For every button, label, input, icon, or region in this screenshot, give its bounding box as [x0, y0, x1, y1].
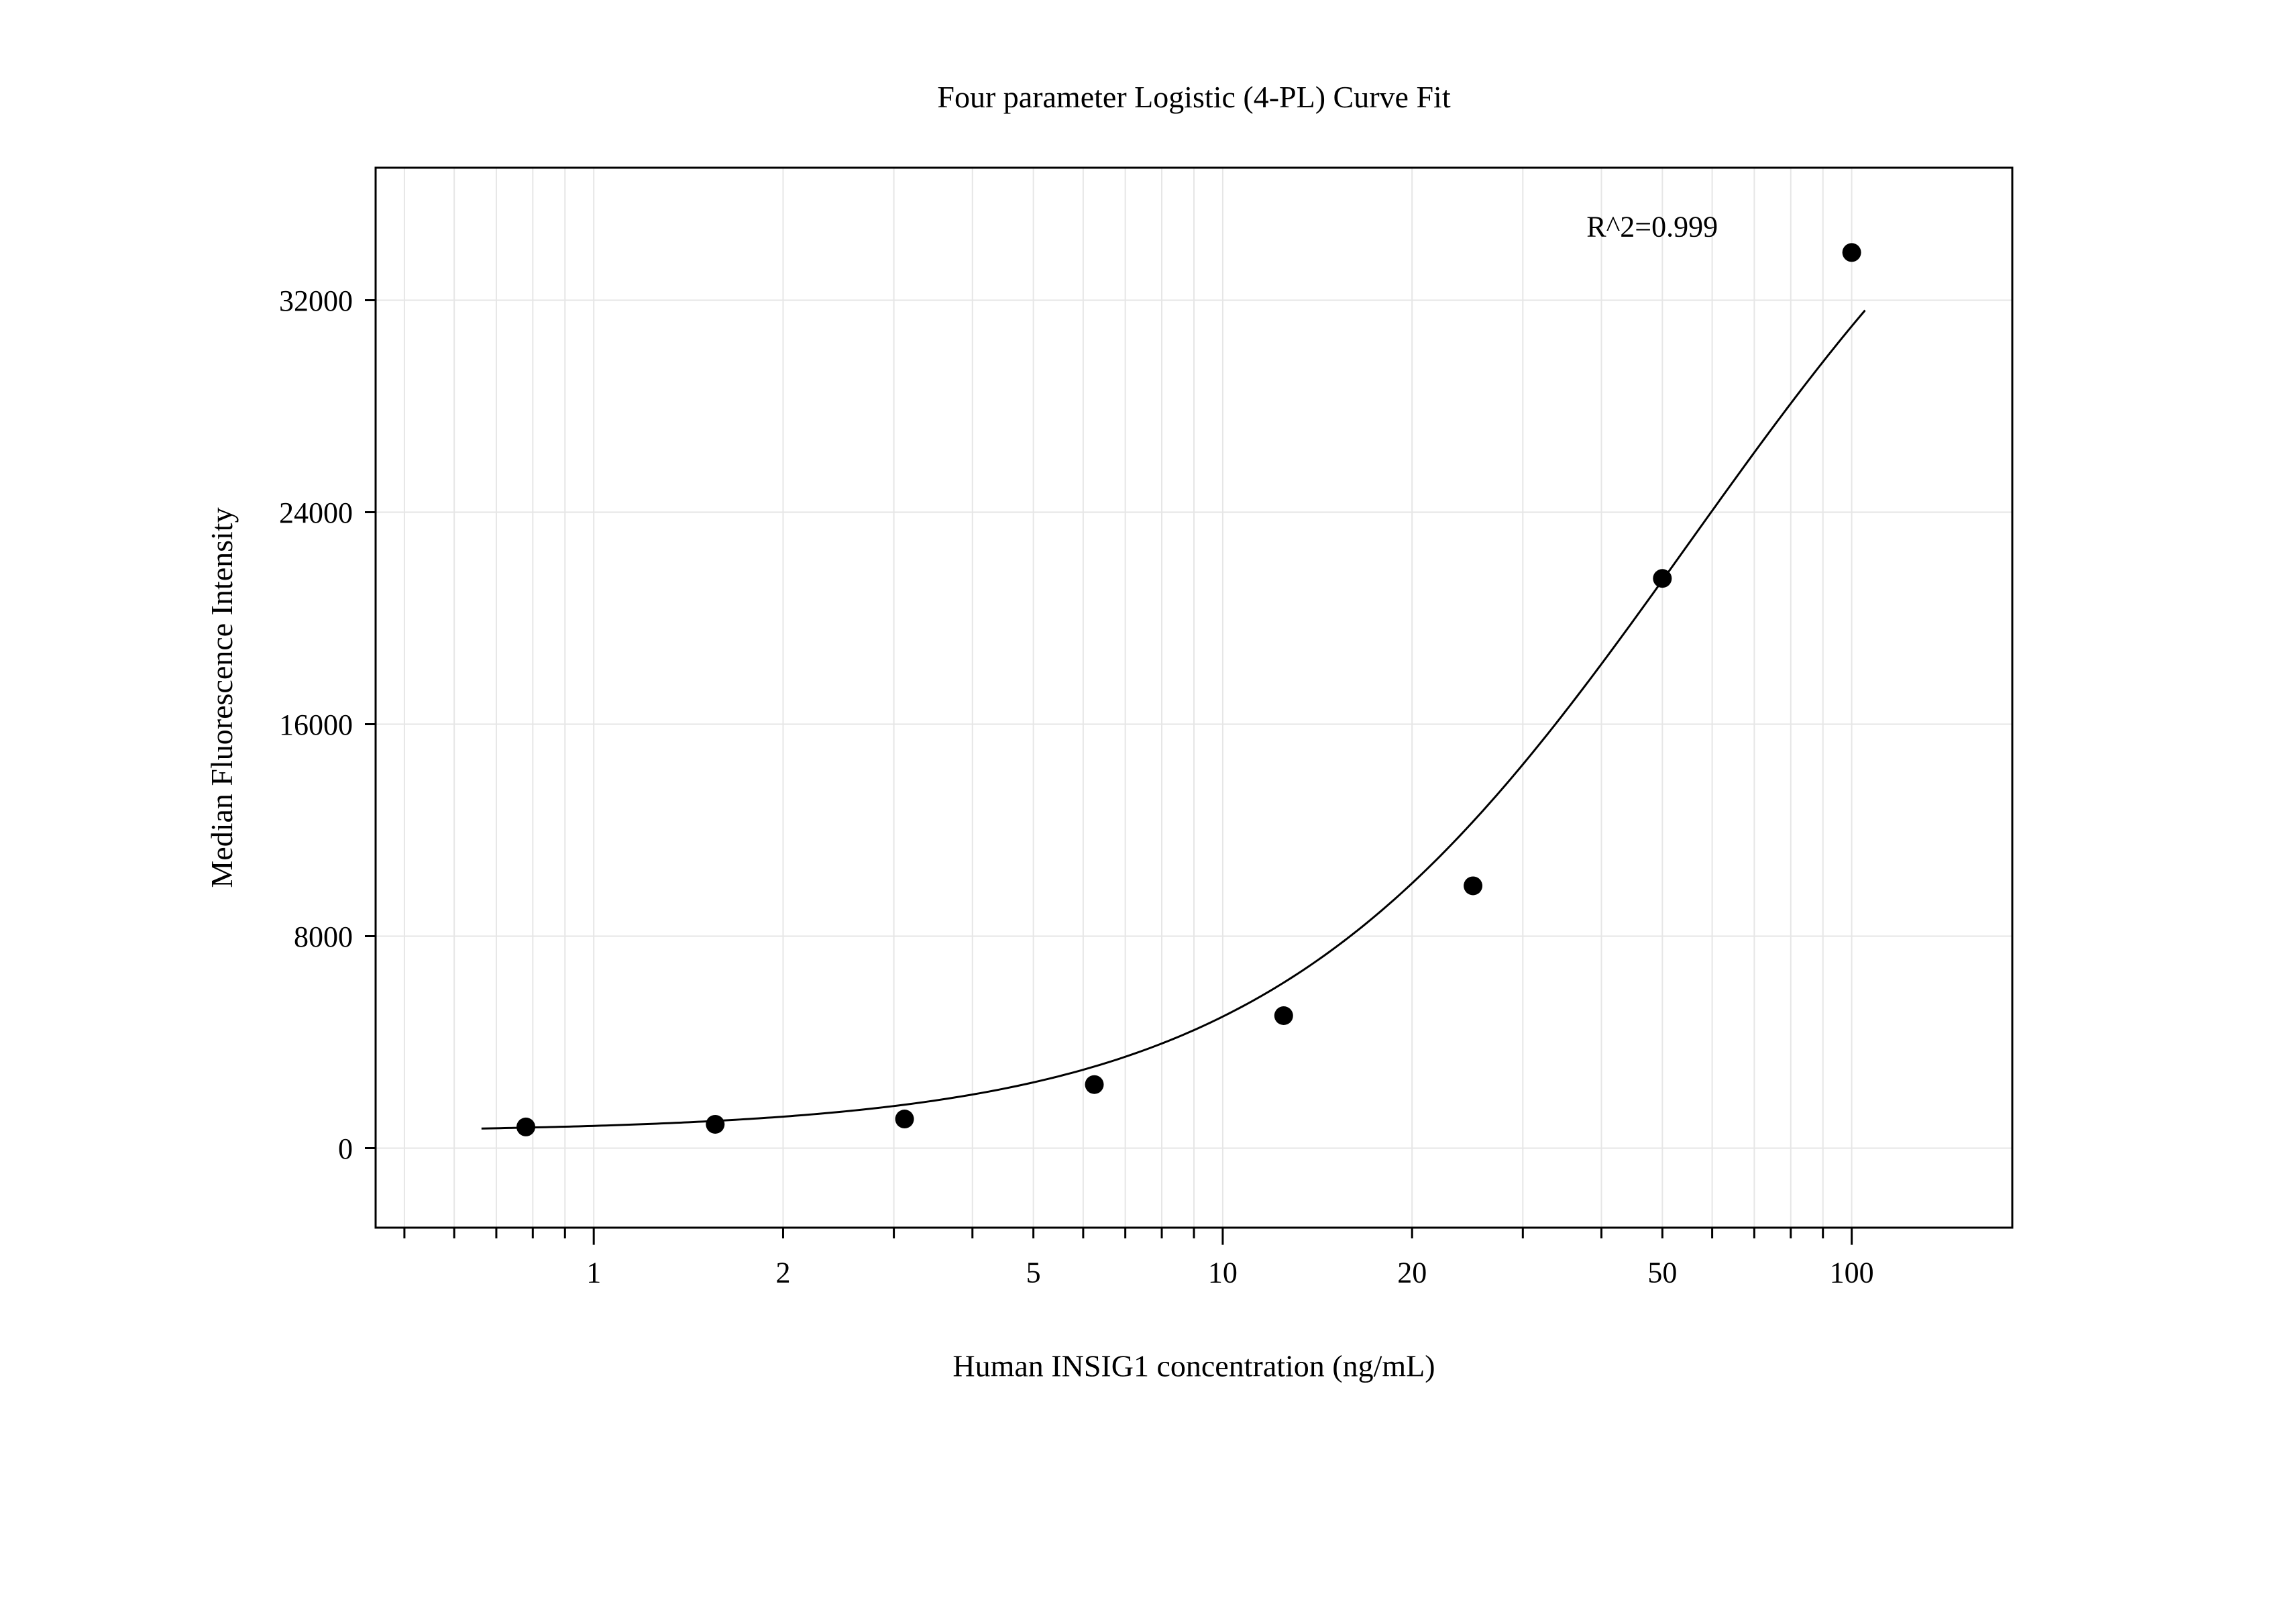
y-tick-label: 24000 — [279, 496, 353, 529]
x-tick-label: 50 — [1647, 1257, 1677, 1289]
x-tick-label: 1 — [586, 1257, 601, 1289]
x-tick-label: 2 — [775, 1257, 790, 1289]
x-tick-label: 20 — [1397, 1257, 1427, 1289]
y-tick-label: 16000 — [279, 708, 353, 741]
x-tick-label: 100 — [1830, 1257, 1874, 1289]
r-squared-annotation: R^2=0.999 — [1586, 210, 1718, 243]
data-point — [516, 1118, 535, 1136]
chart-title: Four parameter Logistic (4-PL) Curve Fit — [937, 80, 1450, 114]
chart-svg: 1 2 5 10 20 50 100 0 8000 16000 24000 32000 Four par… — [0, 0, 2296, 1604]
data-point — [1464, 876, 1482, 895]
data-point — [1274, 1006, 1293, 1025]
x-axis-label: Human INSIG1 concentration (ng/mL) — [952, 1349, 1435, 1383]
y-tick-label: 8000 — [294, 920, 353, 953]
data-point — [1085, 1075, 1104, 1094]
x-tick-label: 10 — [1208, 1257, 1238, 1289]
data-point — [1843, 243, 1861, 262]
y-axis-label: Median Fluorescence Intensity — [205, 507, 239, 888]
data-point — [895, 1110, 914, 1128]
y-tick-label: 32000 — [279, 284, 353, 317]
x-tick-label: 5 — [1026, 1257, 1041, 1289]
chart-container: 1 2 5 10 20 50 100 0 8000 16000 24000 32000 Four par… — [0, 0, 2296, 1604]
y-tick-label: 0 — [338, 1132, 353, 1165]
data-point — [1653, 569, 1672, 588]
data-point — [706, 1115, 724, 1134]
